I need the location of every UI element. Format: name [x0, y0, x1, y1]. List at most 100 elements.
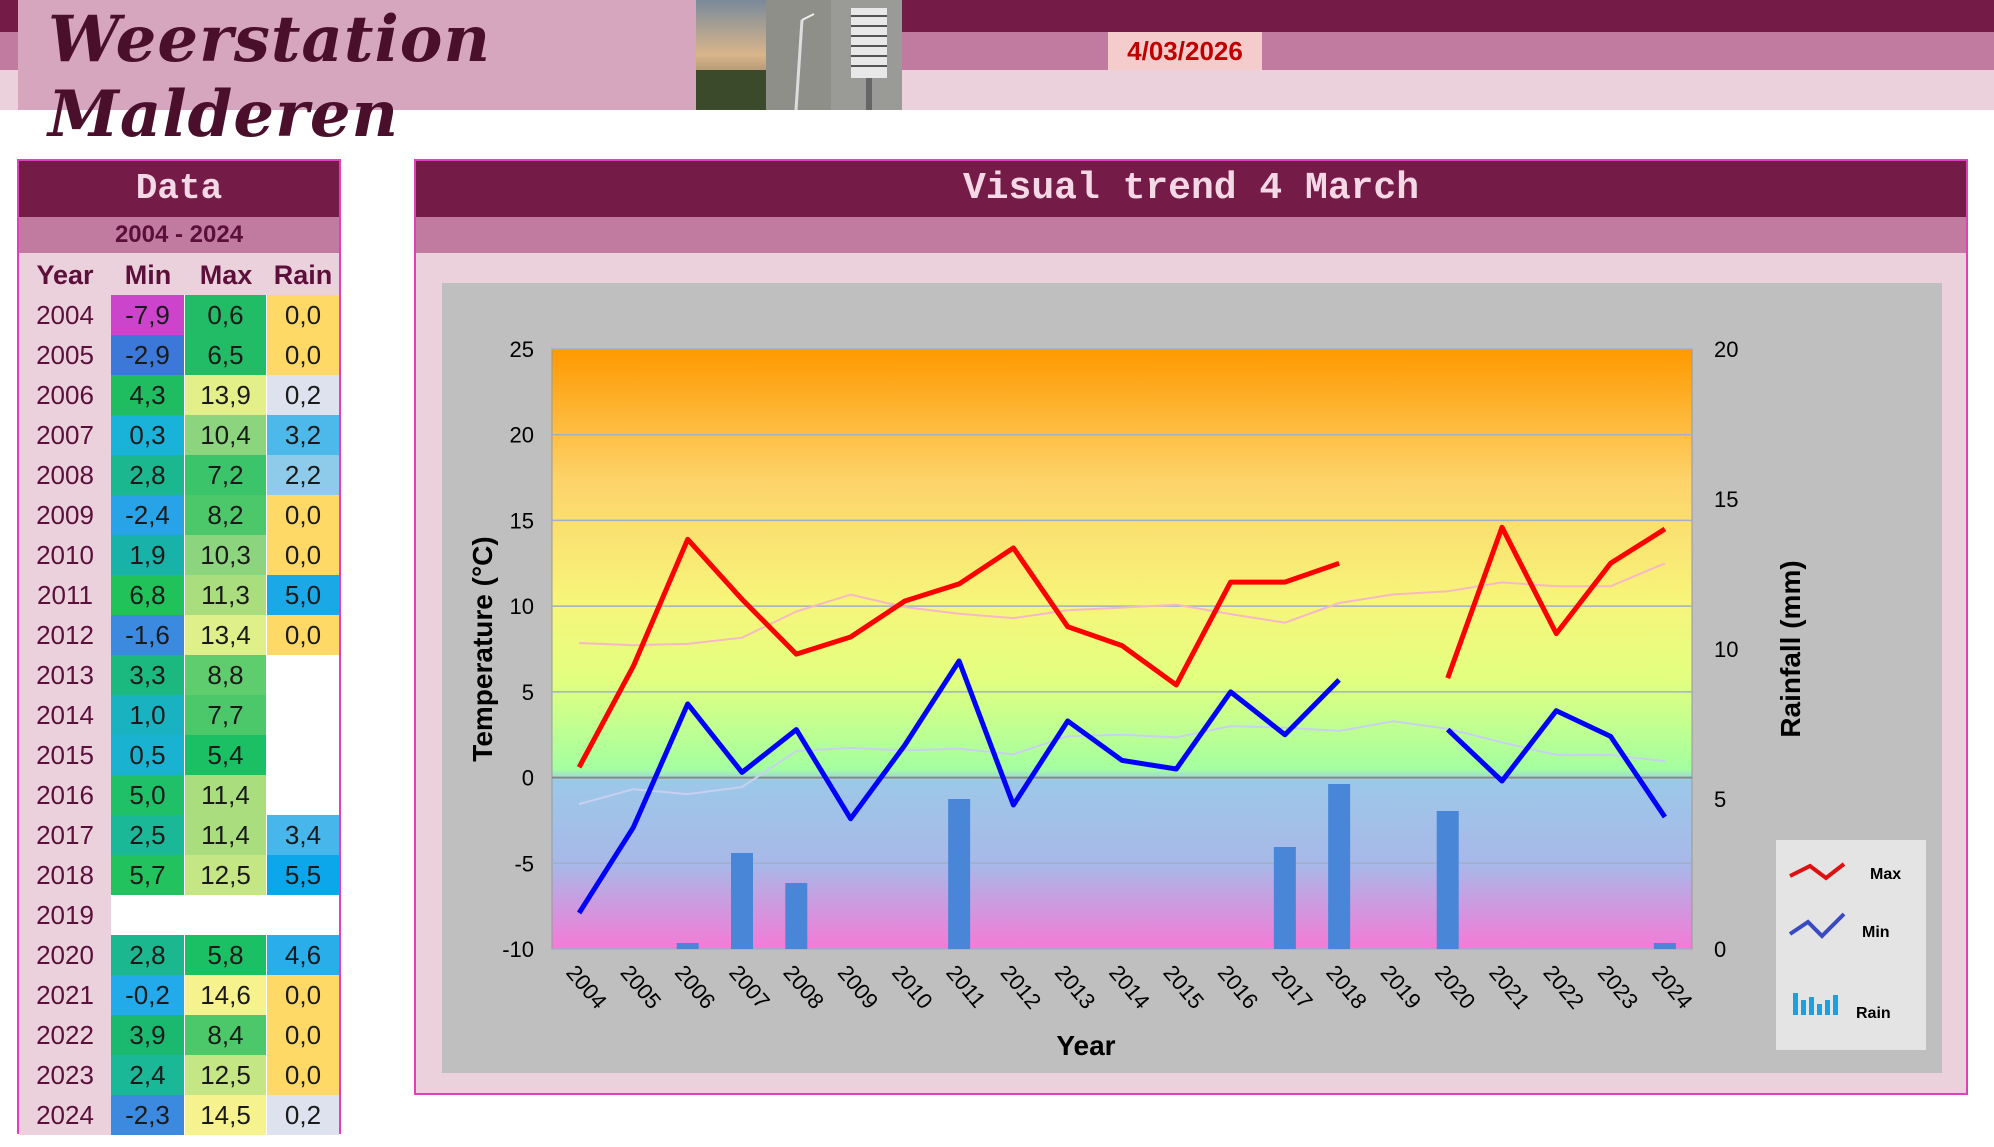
- year-cell: 2004: [19, 295, 111, 335]
- rain-cell: 2,2: [267, 455, 339, 495]
- y2-tick-label: 15: [1714, 487, 1738, 512]
- min-temp-cell: -1,6: [111, 615, 185, 655]
- x-tick-label: 2019: [1376, 960, 1427, 1014]
- y-tick-label: -5: [514, 851, 534, 876]
- rain-cell: 0,0: [267, 615, 339, 655]
- x-tick-label: 2014: [1104, 960, 1155, 1014]
- min-temp-cell: 2,5: [111, 815, 185, 855]
- x-tick-label: 2017: [1267, 960, 1318, 1014]
- station-photo: [696, 0, 902, 110]
- min-temp-cell: 5,7: [111, 855, 185, 895]
- max-temp-cell: 11,4: [185, 775, 267, 815]
- min-temp-cell: 4,3: [111, 375, 185, 415]
- max-temp-cell: 14,5: [185, 1095, 267, 1135]
- year-cell: 2024: [19, 1095, 111, 1135]
- data-panel-range: 2004 - 2024: [19, 217, 339, 253]
- min-temp-cell: -2,4: [111, 495, 185, 535]
- y-tick-label: 15: [510, 508, 534, 533]
- min-temp-cell: [111, 895, 185, 935]
- y-tick-label: 20: [510, 423, 534, 448]
- x-tick-label: 2018: [1321, 960, 1372, 1014]
- year-cell: 2023: [19, 1055, 111, 1095]
- title-box: Weerstation Malderen: [18, 0, 696, 152]
- x-tick-label: 2022: [1538, 960, 1589, 1014]
- rain-cell: 3,4: [267, 815, 339, 855]
- table-row: 2021 -0,2 14,6 0,0: [19, 975, 339, 1015]
- year-cell: 2007: [19, 415, 111, 455]
- rain-bar: [1328, 784, 1351, 949]
- max-temp-cell: 12,5: [185, 855, 267, 895]
- site-title: Weerstation Malderen: [48, 2, 491, 152]
- y-tick-label: 0: [522, 766, 534, 791]
- rain-cell: [267, 655, 339, 695]
- x-tick-label: 2016: [1213, 960, 1264, 1014]
- year-cell: 2013: [19, 655, 111, 695]
- table-row: 2024 -2,3 14,5 0,2: [19, 1095, 339, 1135]
- rain-cell: 0,0: [267, 1015, 339, 1055]
- rain-bar: [948, 799, 971, 949]
- legend-min-swatch: [1788, 912, 1846, 939]
- max-temp-cell: 11,3: [185, 575, 267, 615]
- col-header-min: Min: [124, 260, 172, 290]
- data-panel-title: Data: [19, 161, 339, 217]
- year-cell: 2011: [19, 575, 111, 615]
- min-temp-cell: 0,5: [111, 735, 185, 775]
- chart-panel: Visual trend 4 March 25 20 15 1: [414, 159, 1968, 1095]
- min-temp-cell: 3,9: [111, 1015, 185, 1055]
- y2-axis-label: Rainfall (mm): [1775, 560, 1806, 737]
- x-axis-label: Year: [1056, 1030, 1115, 1061]
- max-temp-cell: 12,5: [185, 1055, 267, 1095]
- legend-rain-label: Rain: [1856, 1005, 1891, 1022]
- min-temp-cell: -2,9: [111, 335, 185, 375]
- year-cell: 2022: [19, 1015, 111, 1055]
- max-trend-line: [579, 562, 1666, 647]
- table-row: 2012 -1,6 13,4 0,0: [19, 615, 339, 655]
- y-tick-label: 10: [510, 594, 534, 619]
- table-row: 2007 0,3 10,4 3,2: [19, 415, 339, 455]
- x-tick-label: 2023: [1593, 960, 1644, 1014]
- year-cell: 2009: [19, 495, 111, 535]
- rain-bar: [1436, 811, 1459, 949]
- table-row: 2015 0,5 5,4: [19, 735, 339, 775]
- rain-cell: 0,0: [267, 335, 339, 375]
- x-tick-label: 2010: [887, 960, 938, 1014]
- table-row: 2016 5,0 11,4: [19, 775, 339, 815]
- min-temp-cell: 1,0: [111, 695, 185, 735]
- y-tick-label: -10: [502, 937, 534, 962]
- min-temp-cell: -7,9: [111, 295, 185, 335]
- max-temp-cell: 10,4: [185, 415, 267, 455]
- table-row: 2011 6,8 11,3 5,0: [19, 575, 339, 615]
- year-cell: 2012: [19, 615, 111, 655]
- max-temp-cell: 5,8: [185, 935, 267, 975]
- max-temp-cell: 13,9: [185, 375, 267, 415]
- y-axis-label: Temperature (°C): [467, 536, 498, 761]
- rain-bar: [1273, 847, 1296, 949]
- x-tick-label: 2012: [996, 960, 1047, 1014]
- min-temp-cell: 2,8: [111, 935, 185, 975]
- col-header-max: Max: [199, 260, 253, 290]
- year-cell: 2018: [19, 855, 111, 895]
- year-cell: 2021: [19, 975, 111, 1015]
- year-cell: 2017: [19, 815, 111, 855]
- x-tick-label: 2020: [1430, 960, 1481, 1014]
- year-cell: 2014: [19, 695, 111, 735]
- x-tick-label: 2005: [616, 960, 667, 1014]
- rain-bar: [676, 943, 699, 949]
- y2-tick-label: 5: [1714, 787, 1726, 812]
- col-header-rain: Rain: [273, 260, 333, 290]
- min-temp-cell: 2,4: [111, 1055, 185, 1095]
- rain-cell: 0,0: [267, 535, 339, 575]
- max-temp-line: [576, 536, 1340, 769]
- x-tick-label: 2011: [941, 960, 991, 1012]
- y-tick-label: 25: [510, 337, 534, 362]
- min-temp-line: [576, 658, 1341, 915]
- y2-tick-label: 10: [1714, 637, 1738, 662]
- legend-rain-swatch: [1793, 993, 1838, 1015]
- min-temp-cell: 0,3: [111, 415, 185, 455]
- max-temp-cell: 8,4: [185, 1015, 267, 1055]
- chart-panel-subbar: [416, 217, 1966, 253]
- year-cell: 2020: [19, 935, 111, 975]
- x-tick-label: 2021: [1484, 960, 1535, 1014]
- rain-cell: 3,2: [267, 415, 339, 455]
